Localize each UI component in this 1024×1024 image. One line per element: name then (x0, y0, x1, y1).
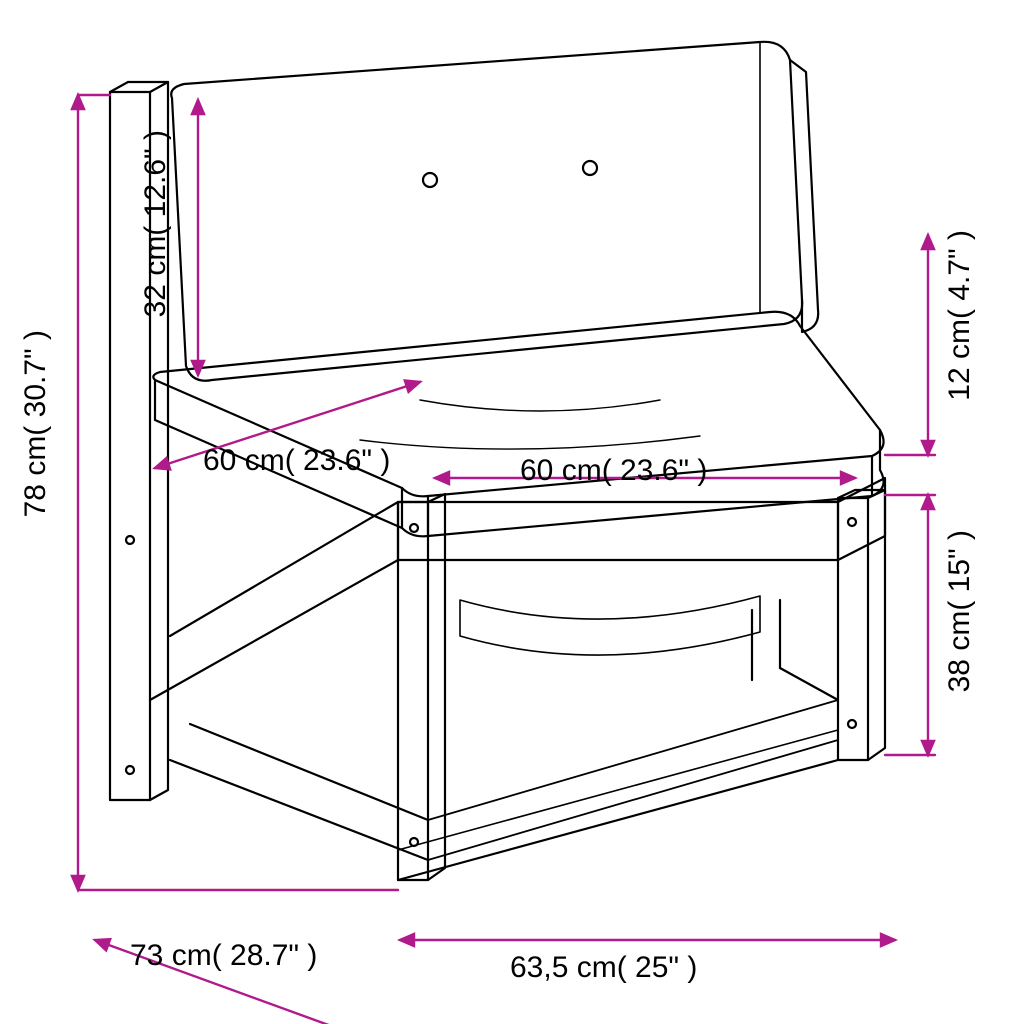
dim-depth: 73 cm( 28.7" ) (130, 940, 317, 972)
dim-height-total: 78 cm( 30.7" ) (20, 330, 52, 517)
dim-back-height: 32 cm( 12.6" ) (140, 130, 172, 317)
dim-cushion-thickness: 12 cm( 4.7" ) (944, 230, 976, 401)
dim-width: 63,5 cm( 25" ) (510, 952, 697, 984)
diagram-stage: { "meta": { "type": "dimensioned-line-dr… (0, 0, 1024, 1024)
dim-seat-depth: 60 cm( 23.6" ) (203, 445, 390, 477)
dim-seat-height: 38 cm( 15" ) (944, 530, 976, 692)
dim-seat-width: 60 cm( 23.6" ) (520, 455, 707, 487)
